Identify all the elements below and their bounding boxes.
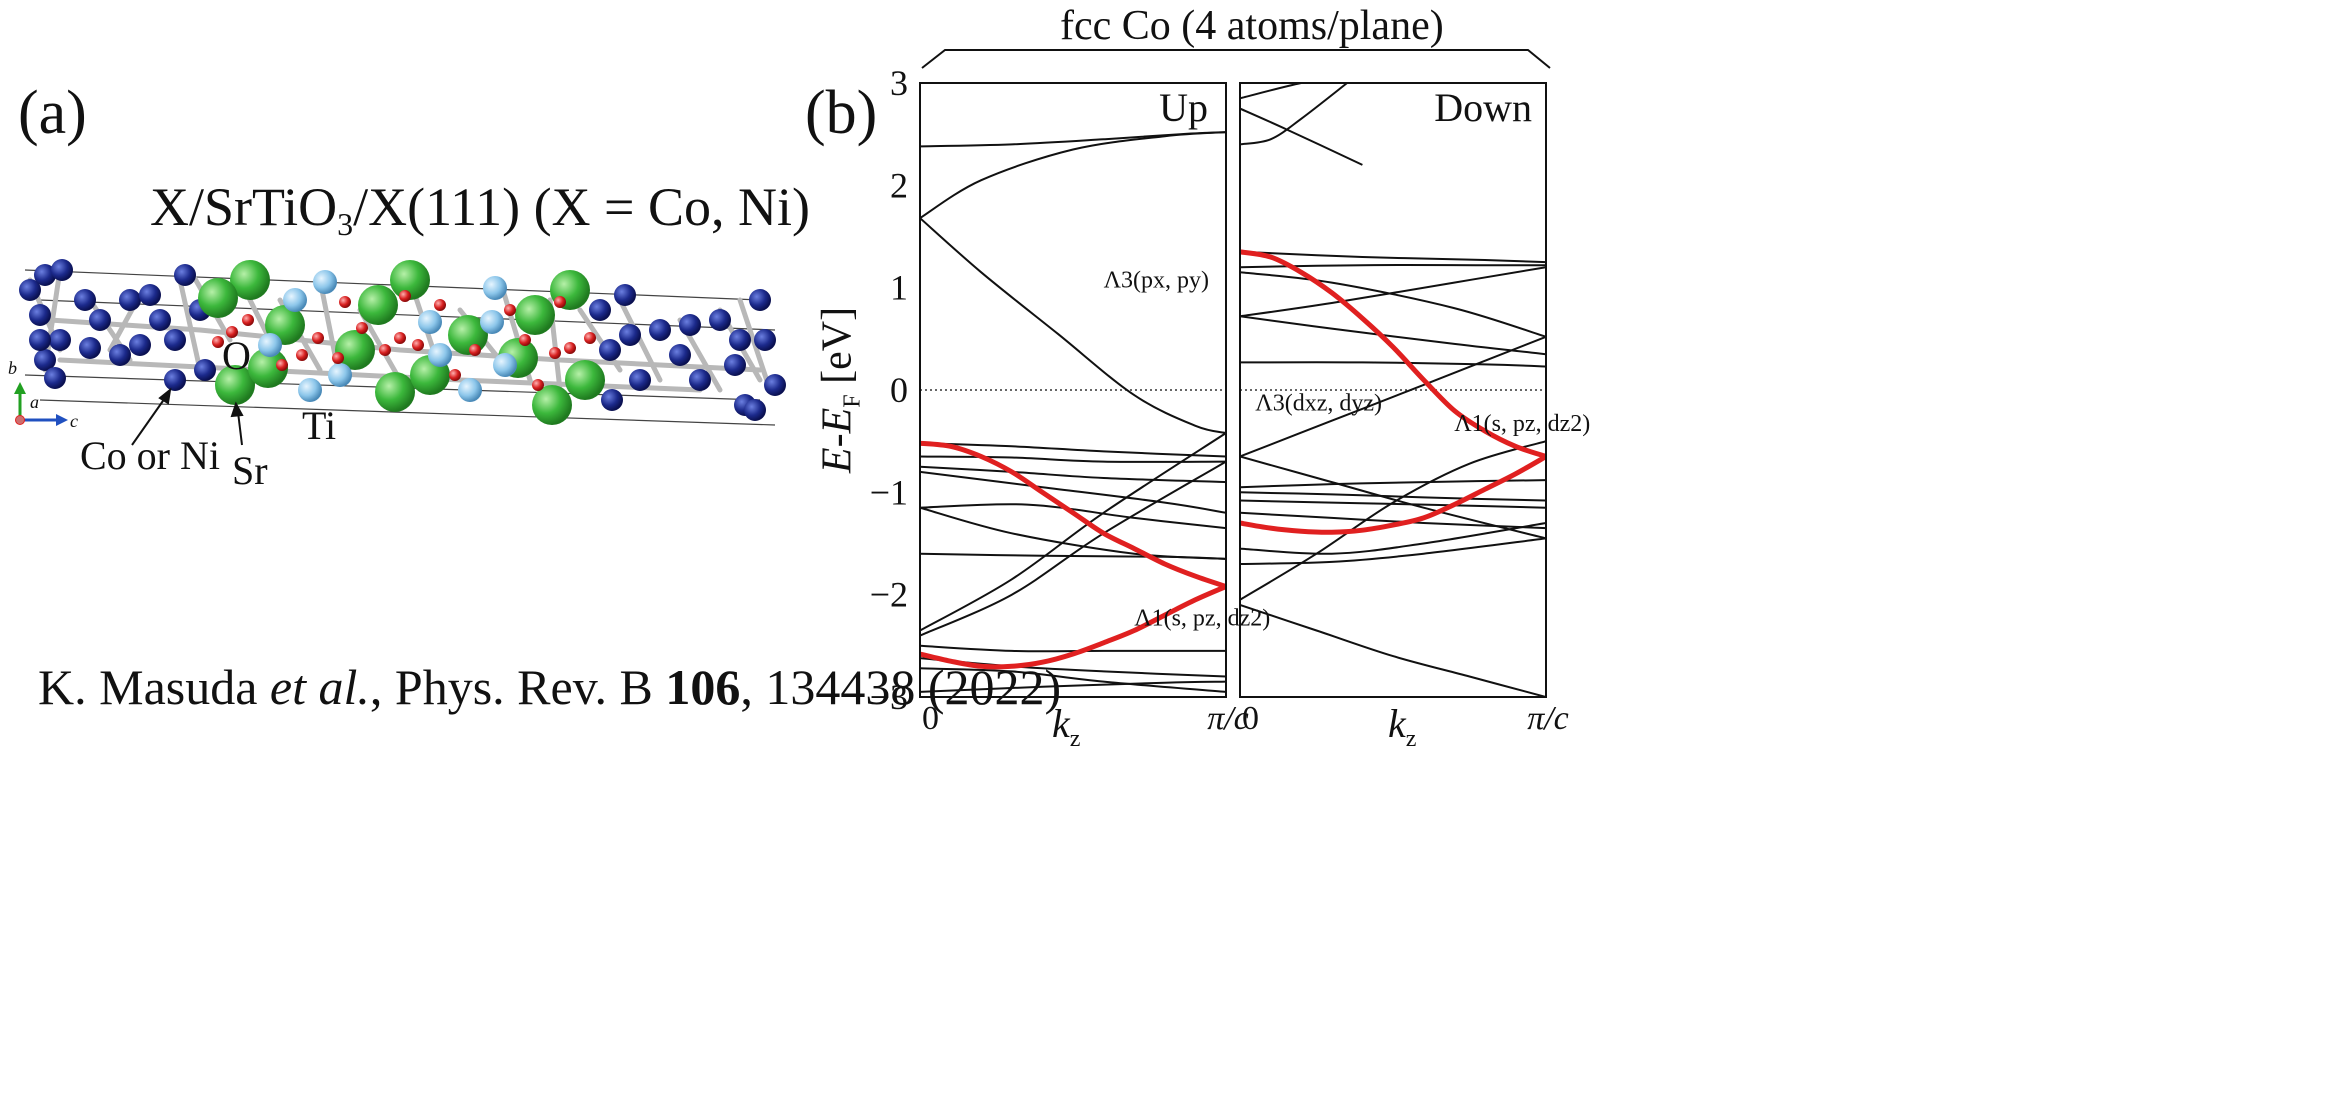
citation-authors: K. Masuda <box>38 659 270 715</box>
formula-subscript: 3 <box>337 206 354 242</box>
citation: K. Masuda et al., Phys. Rev. B 106, 1344… <box>38 658 1061 716</box>
crystal-structure: b a c <box>8 259 786 446</box>
band-line <box>920 644 1226 653</box>
citation-journal: , Phys. Rev. B <box>369 659 666 715</box>
x-axis-label-up: kz <box>1052 700 1080 753</box>
band-line <box>920 552 1226 560</box>
plot-frame <box>1239 82 1547 698</box>
x-axis-sub: z <box>1069 726 1081 752</box>
ti-atoms <box>258 270 517 402</box>
band-line <box>1240 266 1546 318</box>
band-line <box>1240 603 1546 697</box>
band-line <box>920 470 1226 514</box>
crystal-axis-labels: b a c <box>8 358 78 431</box>
x-axis-k: k <box>1052 701 1070 746</box>
axis-c-label: c <box>70 411 78 431</box>
panel-a-label: (a) <box>18 79 87 147</box>
lambda1-band-line <box>1240 454 1546 535</box>
band-line <box>920 465 1226 484</box>
band-line <box>920 455 1226 463</box>
band-title: fcc Co (4 atoms/plane) <box>1060 3 1444 49</box>
band-line <box>1240 499 1546 509</box>
x-tick-label: π/c <box>1207 700 1249 737</box>
band-line <box>920 680 1226 693</box>
x-tick-label: 0 <box>922 700 939 737</box>
co-ni-atoms <box>19 259 786 421</box>
band-line <box>920 217 1226 434</box>
y-tick-label: −1 <box>870 472 908 512</box>
label-sr: Sr <box>232 448 268 493</box>
panel-b-label: (b) <box>805 79 878 147</box>
band-annotation: Λ1(s, pz, dz2) <box>1134 605 1270 631</box>
band-line <box>1240 335 1546 458</box>
structure-formula: X/SrTiO3/X(111) (X = Co, Ni) <box>150 176 810 243</box>
lambda1-band-line <box>1240 249 1546 459</box>
x-tick-label: 0 <box>1242 700 1259 737</box>
crystal-axes-icon <box>14 382 68 426</box>
band-line <box>920 131 1226 219</box>
o-atoms <box>212 290 596 391</box>
formula-part-2: /X(111) (X = Co, Ni) <box>353 177 810 237</box>
label-o: O <box>222 333 251 378</box>
lambda1-band-line <box>920 440 1226 589</box>
lambda1-band-line <box>920 584 1226 670</box>
axis-b-label: b <box>8 358 17 378</box>
band-line <box>1240 107 1363 166</box>
band-annotation: Λ3(px, py) <box>1104 268 1209 294</box>
label-ti: Ti <box>302 403 337 448</box>
x-axis-sub: z <box>1405 726 1417 752</box>
citation-volume: 106 <box>665 659 741 715</box>
band-annotation: Λ3(dxz, dyz) <box>1255 390 1382 416</box>
band-line <box>1240 522 1546 555</box>
band-line <box>1240 271 1546 338</box>
band-line <box>1240 361 1546 368</box>
band-line <box>1240 440 1546 601</box>
band-line <box>1240 315 1546 356</box>
x-axis-label-down: kz <box>1388 700 1416 753</box>
label-co-ni: Co or Ni <box>80 433 220 478</box>
x-tick-label: π/c <box>1527 700 1569 737</box>
band-title-bracket <box>921 49 1551 69</box>
citation-etal: et al. <box>269 659 370 715</box>
band-line <box>1240 250 1546 264</box>
y-tick-label: 3 <box>890 63 908 103</box>
band-line <box>920 503 1226 530</box>
plot-frame <box>919 82 1227 698</box>
y-tick-label: 0 <box>890 370 908 410</box>
y-tick-label: −2 <box>870 575 908 615</box>
band-line <box>1240 491 1546 502</box>
band-line <box>920 432 1226 632</box>
y-tick-label: −3 <box>870 677 908 717</box>
y-tick-label: 2 <box>890 165 908 205</box>
band-line <box>1240 83 1307 100</box>
atom-arrows <box>131 387 244 446</box>
band-line <box>920 667 1226 693</box>
axis-a-label: a <box>30 392 39 412</box>
formula-part-1: X/SrTiO <box>150 177 338 237</box>
panel-spin-title: Down <box>1434 85 1532 130</box>
y-tick-label: 1 <box>890 268 908 308</box>
band-line <box>920 460 1226 637</box>
band-line <box>920 657 1226 678</box>
band-line <box>1240 537 1546 565</box>
band-annotation: Λ1(s, pz, dz2) <box>1454 411 1590 437</box>
band-line <box>1240 511 1546 530</box>
band-line <box>1240 83 1348 146</box>
panel-spin-title: Up <box>1159 85 1208 130</box>
x-axis-k: k <box>1388 701 1406 746</box>
band-line <box>920 442 1226 458</box>
